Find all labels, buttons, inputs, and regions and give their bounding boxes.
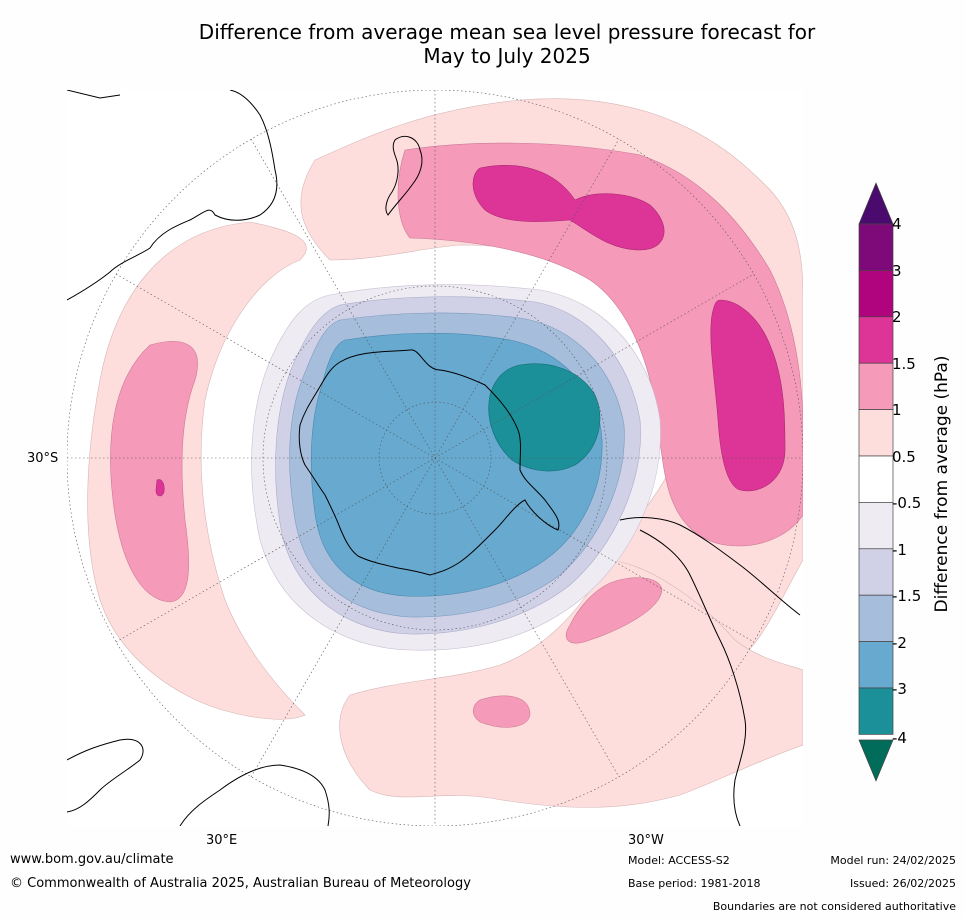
- colorbar-tick: -1: [892, 541, 907, 559]
- colorbar-band-0.5-to-1: [858, 409, 894, 457]
- longitude-label-30w: 30°W: [628, 833, 664, 848]
- issued-text: Issued: 26/02/2025: [849, 877, 956, 890]
- copyright-text: © Commonwealth of Australia 2025, Austra…: [10, 876, 471, 891]
- latitude-label-30s: 30°S: [27, 451, 59, 466]
- australia-outline: [67, 90, 278, 301]
- colorbar-band-minus-2-to-minus-3: [858, 641, 894, 689]
- colorbar-band-minus-0.5-to-minus-1: [858, 502, 894, 550]
- colorbar-band-minus-1-to-minus-1.5: [858, 548, 894, 596]
- africa-outline: [67, 738, 330, 826]
- south-america-outline: [619, 517, 801, 826]
- coastlines: [67, 90, 801, 826]
- anomaly-1.5-to-2: [155, 165, 786, 497]
- colorbar: [858, 180, 894, 785]
- colorbar-tick: 2: [892, 308, 902, 326]
- colorbar-tick: -3: [892, 680, 907, 698]
- anomaly-minus-3-to-minus-4: [488, 363, 601, 472]
- colorbar-arrow-bottom: [858, 739, 894, 782]
- polar-map: [67, 90, 803, 826]
- longitude-label-30e: 30°E: [206, 833, 238, 848]
- disclaimer-text: Boundaries are not considered authoritat…: [712, 900, 956, 913]
- colorbar-tick: 1.5: [892, 355, 916, 373]
- colorbar-tick: 3: [892, 262, 902, 280]
- colorbar-band-3-to-4: [858, 223, 894, 271]
- colorbar-band-minus-1.5-to-minus-2: [858, 594, 894, 642]
- antarctica-outline: [298, 349, 560, 576]
- colorbar-band-1-to-1.5: [858, 362, 894, 410]
- new-zealand-outline: [385, 135, 423, 216]
- website-link[interactable]: www.bom.gov.au/climate: [10, 852, 174, 867]
- title-line-1: Difference from average mean sea level p…: [198, 20, 816, 44]
- colorbar-tick: -0.5: [892, 494, 922, 512]
- colorbar-tick: 4: [892, 215, 902, 233]
- colorbar-arrow-top: [858, 182, 894, 225]
- graticule: [67, 90, 803, 826]
- colorbar-tick: 1: [892, 401, 902, 419]
- colorbar-tick: 0.5: [892, 448, 916, 466]
- colorbar-tick: -1.5: [892, 587, 922, 605]
- colorbar-band-2-to-3: [858, 270, 894, 318]
- colorbar-label: Difference from average (hPa): [932, 355, 952, 613]
- colorbar-tick: -4: [892, 729, 907, 747]
- colorbar-band-neutral: [858, 455, 894, 503]
- title-line-2: May to July 2025: [423, 44, 591, 68]
- base-period-text: Base period: 1981-2018: [628, 877, 761, 890]
- model-text: Model: ACCESS-S2: [628, 854, 730, 867]
- colorbar-band-minus-3-to-minus-4: [858, 687, 894, 735]
- model-run-text: Model run: 24/02/2025: [830, 854, 956, 867]
- anomaly-1-to-1.5: [110, 142, 803, 728]
- colorbar-tick: -2: [892, 634, 907, 652]
- colorbar-band-1.5-to-2: [858, 316, 894, 364]
- chart-title: Difference from average mean sea level p…: [0, 20, 965, 68]
